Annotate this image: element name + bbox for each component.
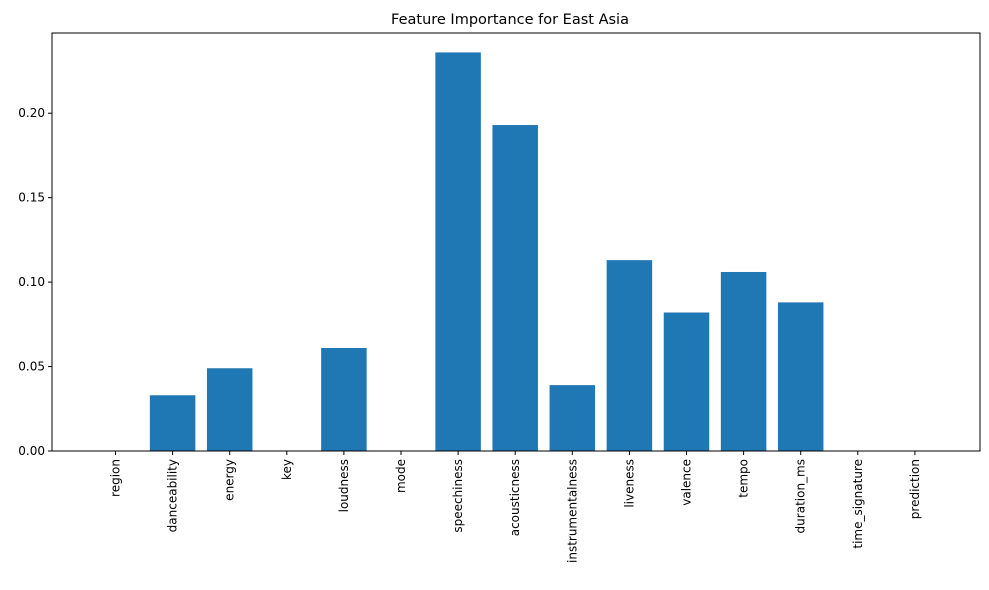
bar-danceability <box>149 395 196 451</box>
x-tick-label: duration_ms <box>794 459 808 533</box>
bar-speechiness <box>435 52 481 452</box>
y-tick-label: 0.10 <box>18 275 45 289</box>
x-tick-label: danceability <box>166 459 180 532</box>
x-tick-label: loudness <box>337 459 351 512</box>
x-tick-label: valence <box>680 459 694 506</box>
x-tick-label: instrumentalness <box>565 459 579 563</box>
x-tick-label: energy <box>223 459 237 501</box>
x-tick-label: time_signature <box>851 459 865 549</box>
bar-valence <box>663 312 710 451</box>
x-tick-label: mode <box>394 459 408 493</box>
bar-loudness <box>321 347 367 451</box>
bar-tempo <box>720 271 767 451</box>
x-tick-label: key <box>280 459 294 480</box>
plot-frame <box>51 32 981 452</box>
bar-acousticness <box>492 125 538 451</box>
x-tick-label: speechiness <box>451 459 465 533</box>
y-tick-label: 0.00 <box>18 444 45 458</box>
y-axis: 0.00 0.05 0.10 0.15 0.20 <box>18 106 52 458</box>
x-tick-label: region <box>109 459 123 497</box>
y-tick-label: 0.05 <box>18 360 45 374</box>
bar-energy <box>206 368 253 451</box>
y-tick-label: 0.20 <box>18 106 45 120</box>
bar-duration_ms <box>777 302 824 451</box>
bars-group <box>149 52 824 452</box>
bar-instrumentalness <box>549 385 596 451</box>
y-tick-label: 0.15 <box>18 191 45 205</box>
bar-liveness <box>606 260 653 451</box>
x-tick-label: prediction <box>908 459 922 519</box>
x-axis: region danceability energy key loudness mode s… <box>109 451 922 563</box>
x-tick-label: tempo <box>737 459 751 498</box>
chart-title: Feature Importance for East Asia <box>391 12 629 28</box>
x-tick-label: acousticness <box>508 459 522 536</box>
x-tick-label: liveness <box>622 459 636 508</box>
